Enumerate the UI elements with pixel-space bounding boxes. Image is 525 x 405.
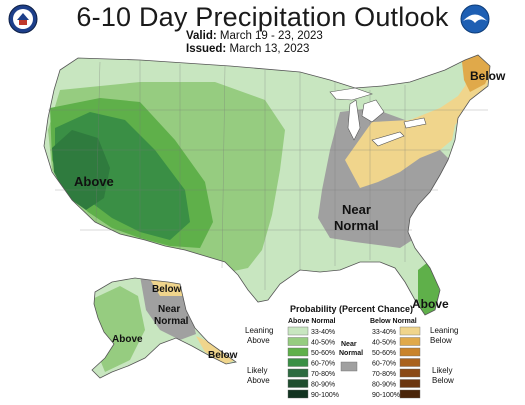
legend-above-swatch-2 [287,347,309,357]
legend-below-swatch-1 [399,337,421,346]
legend-likely-below-line2: Below [432,376,454,385]
legend-below-swatch-0 [399,326,421,336]
legend-above-swatch-1 [287,337,309,346]
legend-above-label-5: 80-90% [311,382,335,389]
issued-label: Issued: [186,43,227,55]
legend-leaning-above-line1: Leaning [245,326,273,335]
lake-erie [371,131,405,147]
valid-dates-row: Valid: March 19 - 23, 2023 [186,30,323,42]
legend-below-swatch-2 [399,347,421,357]
legend-below-label-6: 90-100% [372,392,400,399]
legend-above-label-6: 90-100% [311,392,339,399]
legend-leaning-below-line2: Below [430,336,452,345]
lake-ontario [403,117,427,129]
legend-near-header-line1: Near [341,341,357,348]
legend-above-bins: 33-40% 40-50% 50-60% 60-70% 70-80% 80-90% 90-1… [287,326,339,399]
issued-date: March 13, 2023 [229,43,310,55]
label-alaska-below-se: Below [208,350,238,361]
alaska-below-southeast [196,336,236,364]
legend-above-label-4: 70-80% [311,371,335,378]
label-alaska-near-line2: Normal [154,316,189,327]
legend-above-swatch-5 [287,379,309,388]
conus-above-florida [418,262,442,315]
label-alaska-below: Below [152,284,182,295]
noaa-logo [460,4,490,34]
legend-below-label-2: 50-60% [372,350,396,357]
legend-above-header: Above Normal [288,318,336,325]
legend-below-label-3: 60-70% [372,361,396,368]
label-above-florida: Above [412,297,449,311]
label-above-west: Above [74,174,114,189]
state-boundaries [48,60,488,290]
legend-above-swatch-3 [287,358,309,367]
page-title: 6-10 Day Precipitation Outlook [76,2,449,32]
legend-below-label-5: 80-90% [372,382,396,389]
alaska-outline [91,277,237,379]
legend-near-swatch [340,361,358,372]
legend-above-label-2: 50-60% [311,350,335,357]
conus-outline [43,54,491,316]
legend-above-swatch-6 [287,389,309,399]
legend-above-label-0: 33-40% [311,329,335,336]
legend-title: Probability (Percent Chance) [290,304,413,314]
legend-below-swatch-6 [399,389,421,399]
legend-likely-above-line2: Above [247,376,270,385]
label-near-normal-line1: Near [342,202,371,217]
legend-below-swatch-3 [399,358,421,367]
legend-above-swatch-0 [287,326,309,336]
legend: Probability (Percent Chance) Above Norma… [245,304,458,399]
valid-label: Valid: [186,30,217,42]
legend-leaning-below-line1: Leaning [430,326,458,335]
legend-below-label-1: 40-50% [372,340,396,347]
lake-superior [329,87,373,101]
legend-above-label-1: 40-50% [311,340,335,347]
legend-below-header: Below Normal [370,318,417,325]
lake-huron [361,99,385,123]
doc-seal-logo [8,4,38,34]
legend-leaning-above-line2: Above [247,336,270,345]
label-below-northeast: Below [470,69,506,83]
legend-below-swatch-5 [399,379,421,388]
valid-dates: March 19 - 23, 2023 [219,30,323,42]
legend-below-bins: 33-40% 40-50% 50-60% 60-70% 70-80% 80-90% 90-1… [372,326,421,399]
lake-michigan [347,99,361,141]
legend-likely-below-line1: Likely [432,366,452,375]
legend-below-label-0: 33-40% [372,329,396,336]
label-near-normal-line2: Normal [334,218,379,233]
legend-near-header-line2: Normal [339,350,363,357]
great-lakes [329,87,427,147]
legend-likely-above-line1: Likely [247,366,267,375]
issued-date-row: Issued: March 13, 2023 [186,43,309,55]
legend-below-swatch-4 [399,368,421,378]
label-alaska-above: Above [112,334,143,345]
label-alaska-near-line1: Near [158,304,180,315]
legend-above-swatch-4 [287,368,309,378]
legend-above-label-3: 60-70% [311,361,335,368]
legend-below-label-4: 70-80% [372,371,396,378]
